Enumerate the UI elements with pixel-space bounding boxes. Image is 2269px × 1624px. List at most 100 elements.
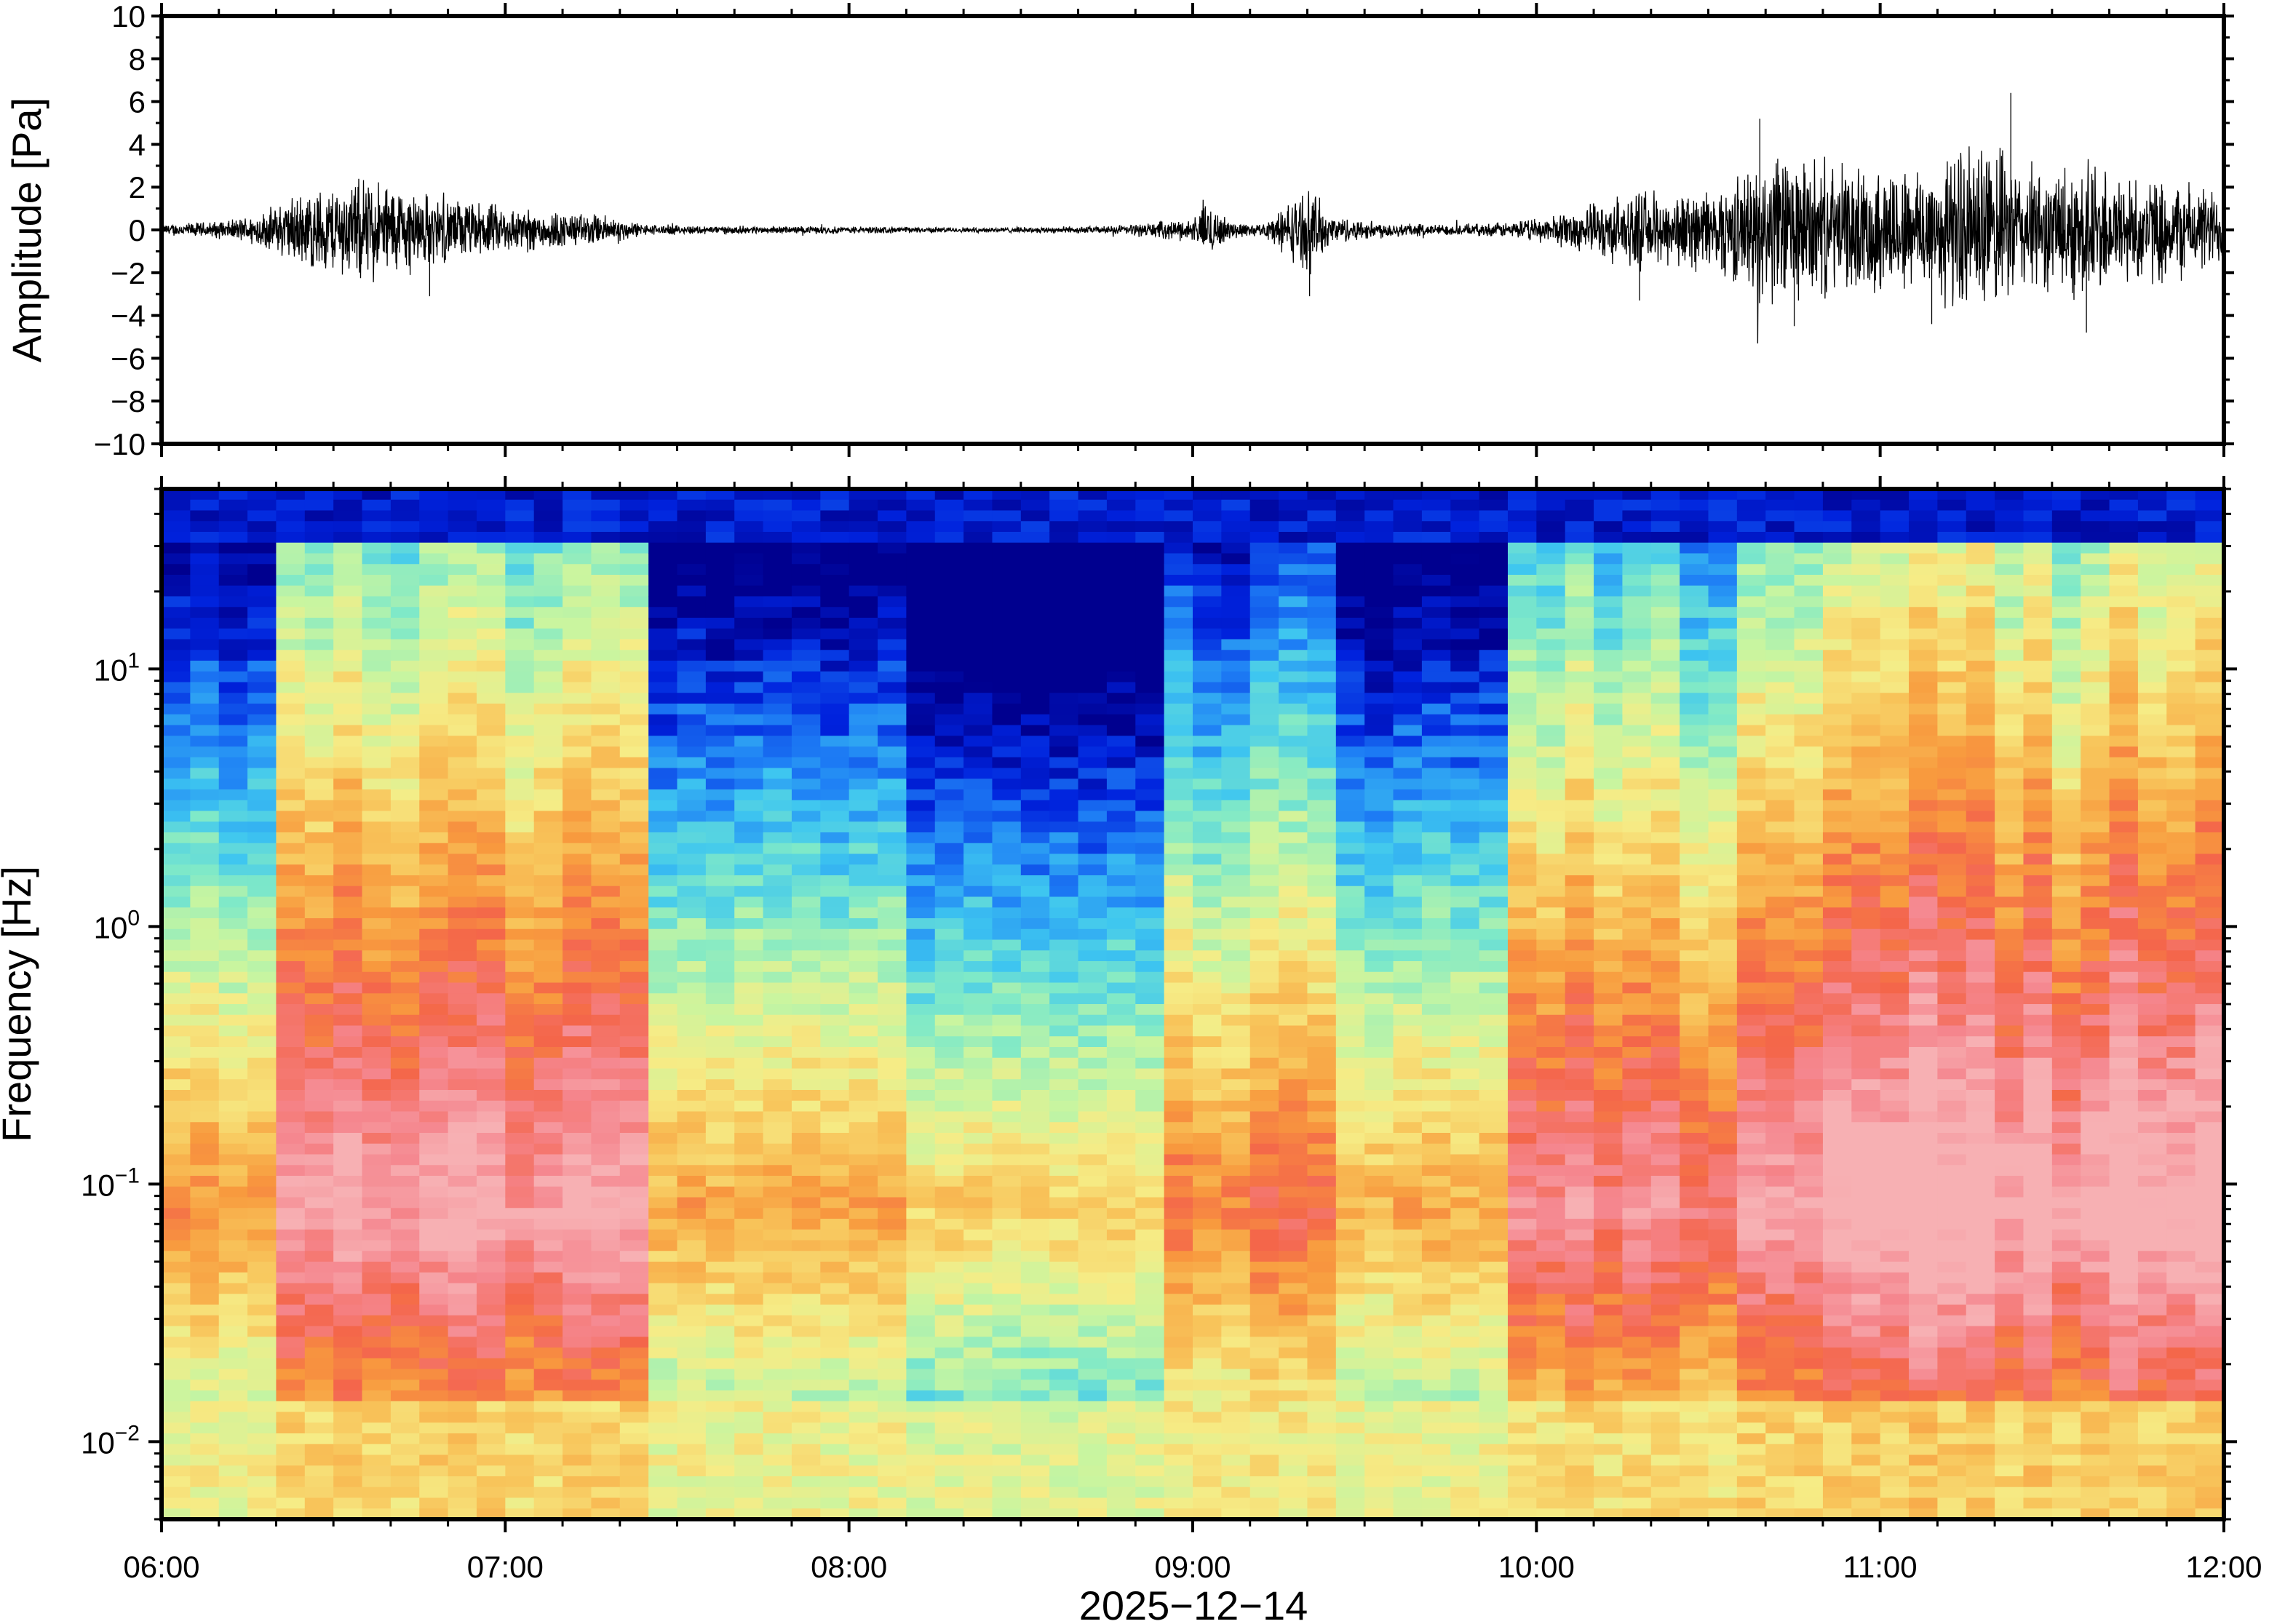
spectrogram-cell — [1307, 639, 1337, 650]
spectrogram-cell — [791, 885, 821, 898]
spectrogram-cell — [791, 499, 821, 512]
spectrogram-cell — [390, 1111, 420, 1123]
spectrogram-cell — [1135, 982, 1165, 994]
spectrogram-cell — [476, 736, 506, 747]
spectrogram-cell — [992, 832, 1022, 844]
spectrogram-cell — [1049, 811, 1079, 822]
spectrogram-cell — [162, 1047, 191, 1059]
spectrogram-cell — [705, 1315, 735, 1327]
spectrogram-cell — [677, 1401, 707, 1413]
spectrogram-cell — [677, 1476, 707, 1488]
spectrogram-cell — [791, 671, 821, 683]
spectrogram-cell — [1193, 1111, 1222, 1123]
spectrogram-cell — [619, 1337, 649, 1348]
spectrogram-cell — [705, 532, 735, 544]
spectrogram-cell — [878, 1486, 907, 1499]
spectrogram-cell — [820, 779, 850, 790]
spectrogram-cell — [619, 1122, 649, 1134]
spectrogram-cell — [563, 564, 592, 576]
spectrogram-cell — [162, 628, 191, 640]
spectrogram-cell — [677, 499, 707, 512]
spectrogram-cell — [963, 843, 993, 855]
spectrogram-cell — [390, 736, 420, 747]
spectrogram-cell — [1221, 725, 1251, 736]
spectrogram-cell — [791, 1208, 821, 1219]
spectrogram-cell — [1106, 1315, 1136, 1327]
spectrogram-cell — [705, 564, 735, 576]
spectrogram-cell — [849, 971, 878, 984]
spectrogram-cell — [247, 671, 277, 683]
spectrogram-cell — [791, 1433, 821, 1445]
spectrogram-cell — [878, 971, 907, 984]
spectrogram-cell — [1106, 1208, 1136, 1219]
spectrogram-cell — [1364, 939, 1394, 951]
spectrogram-cell — [1193, 875, 1222, 887]
spectrogram-cell — [533, 553, 563, 565]
spectrogram-cell — [190, 628, 220, 640]
spectrogram-cell — [906, 736, 936, 747]
spectrogram-cell — [1249, 1186, 1279, 1198]
spectrogram-cell — [619, 618, 649, 629]
spectrogram-cell — [1249, 693, 1279, 704]
spectrogram-cell — [1020, 1133, 1050, 1145]
spectrogram-cell — [906, 553, 936, 565]
spectrogram-cell — [878, 1133, 907, 1145]
spectrogram-cell — [705, 1433, 735, 1445]
spectrogram-cell — [190, 1497, 220, 1509]
spectrogram-cell — [1565, 821, 1594, 833]
spectrogram-cell — [648, 1262, 678, 1273]
spectrogram-cell — [1106, 982, 1136, 994]
spectrogram-cell — [1421, 1283, 1451, 1294]
spectrogram-cell — [878, 510, 907, 522]
spectrogram-cell — [476, 1025, 506, 1037]
spectrogram-cell — [1106, 843, 1136, 855]
spectrogram-cell — [162, 1272, 191, 1284]
spectrogram-cell — [1049, 1315, 1079, 1327]
spectrogram-cell — [849, 789, 878, 801]
spectrogram-cell — [276, 628, 306, 640]
spectrogram-cell — [1164, 693, 1193, 704]
spectrogram-cell — [190, 950, 220, 962]
spectrogram-cell — [734, 532, 764, 544]
spectrogram-cell — [505, 811, 535, 822]
spectrogram-cell — [992, 789, 1022, 801]
spectrogram-cell — [1193, 907, 1222, 919]
spectrogram-cell — [563, 832, 592, 844]
spectrogram-cell — [533, 510, 563, 522]
spectrogram-cell — [162, 843, 191, 855]
spectrogram-cell — [1421, 564, 1451, 576]
spectrogram-cell — [934, 1476, 964, 1488]
spectrogram-cell — [162, 650, 191, 661]
spectrogram-cell — [362, 875, 392, 887]
spectrogram-cell — [1450, 1390, 1480, 1402]
spectrogram-cell — [190, 779, 220, 790]
spectrogram-cell — [390, 725, 420, 736]
spectrogram-cell — [1221, 971, 1251, 984]
spectrogram-cell — [1393, 1315, 1423, 1327]
spectrogram-cell — [1335, 1057, 1365, 1070]
spectrogram-cell — [992, 1262, 1022, 1273]
spectrogram-cell — [1164, 499, 1193, 512]
spectrogram-cell — [1450, 1401, 1480, 1413]
spectrogram-cell — [533, 1486, 563, 1499]
spectrogram-cell — [1106, 961, 1136, 973]
spectrogram-cell — [878, 532, 907, 544]
spectrogram-cell — [906, 1337, 936, 1348]
spectrogram-cell — [1078, 853, 1108, 865]
spectrogram-cell — [448, 1068, 477, 1080]
spectrogram-cell — [304, 1100, 334, 1112]
spectrogram-cell — [791, 1036, 821, 1048]
spectrogram-cell — [162, 564, 191, 576]
spectrogram-cell — [1193, 521, 1222, 533]
spectrogram-cell — [304, 747, 334, 758]
spectrogram-cell — [419, 1315, 449, 1327]
spectrogram-cell — [304, 553, 334, 565]
spectrogram-cell — [849, 875, 878, 887]
spectrogram-cell — [934, 1240, 964, 1251]
spectrogram-cell — [362, 789, 392, 801]
spectrogram-cell — [304, 1433, 334, 1445]
spectrogram-cell — [1020, 789, 1050, 801]
spectrogram-cell — [906, 650, 936, 661]
spectrogram-cell — [878, 928, 907, 941]
spectrogram-cell — [1221, 1305, 1251, 1316]
